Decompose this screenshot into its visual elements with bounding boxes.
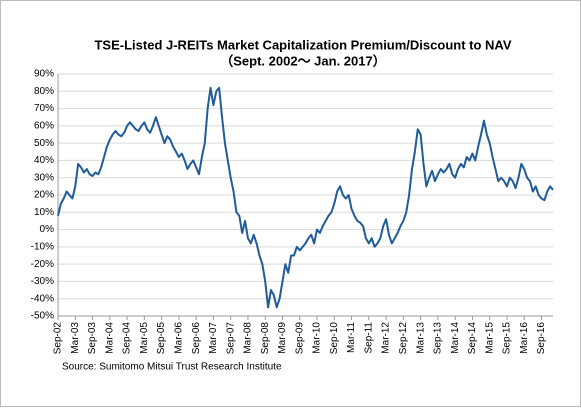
y-tick-label: 10%	[34, 207, 54, 218]
x-tick-label: Sep-10	[329, 322, 340, 355]
y-tick-label: 40%	[34, 155, 54, 166]
y-tick-label: 90%	[34, 69, 54, 80]
x-tick-label: Sep-13	[433, 322, 444, 355]
y-tick-label: -30%	[31, 276, 54, 287]
x-tick-label: Mar-11	[346, 322, 357, 353]
x-tick-label: Sep-02	[53, 322, 64, 355]
y-tick-label: -40%	[31, 293, 54, 304]
y-tick-label: 70%	[34, 103, 54, 114]
chart-subtitle: （Sept. 2002～ Jan. 2017）	[220, 53, 385, 68]
x-tick-label: Sep-16	[536, 322, 547, 355]
x-tick-label: Mar-10	[312, 322, 323, 354]
y-tick-label: -10%	[31, 241, 54, 252]
x-tick-label: Mar-06	[174, 322, 185, 354]
x-tick-label: Sep-06	[191, 322, 202, 355]
x-tick-label: Mar-15	[484, 322, 495, 354]
x-tick-label: Mar-03	[70, 322, 81, 354]
x-tick-label: Sep-15	[502, 322, 513, 355]
chart-title: TSE-Listed J-REITs Market Capitalization…	[94, 37, 511, 52]
x-tick-label: Mar-04	[104, 322, 115, 354]
x-tick-label: Mar-05	[139, 322, 150, 354]
x-tick-label: Sep-09	[294, 322, 305, 355]
x-tick-label: Mar-07	[208, 322, 219, 354]
x-tick-label: Mar-14	[450, 322, 461, 354]
source-note: Source: Sumitomo Mitsui Trust Research I…	[62, 362, 282, 373]
x-tick-label: Mar-09	[277, 322, 288, 354]
x-tick-label: Mar-12	[381, 322, 392, 354]
y-tick-label: 60%	[34, 120, 54, 131]
x-tick-label: Sep-03	[87, 322, 98, 355]
y-tick-label: -50%	[31, 311, 54, 322]
x-tick-label: Sep-07	[225, 322, 236, 355]
x-tick-label: Sep-05	[156, 322, 167, 355]
y-tick-label: 20%	[34, 190, 54, 201]
x-tick-label: Sep-04	[122, 322, 133, 355]
x-tick-label: Mar-08	[243, 322, 254, 354]
series-line	[57, 86, 554, 309]
y-tick-label: 0%	[40, 224, 55, 235]
x-tick-label: Sep-08	[260, 322, 271, 355]
y-tick-label: -20%	[31, 259, 54, 270]
y-tick-label: 50%	[34, 138, 54, 149]
x-tick-label: Mar-13	[415, 322, 426, 354]
x-tick-label: Sep-12	[398, 322, 409, 355]
y-tick-label: 80%	[34, 86, 54, 97]
x-tick-label: Mar-16	[519, 322, 530, 354]
x-tick-label: Sep-14	[467, 322, 478, 355]
x-tick-label: Sep-11	[363, 322, 374, 354]
y-tick-label: 30%	[34, 172, 54, 183]
